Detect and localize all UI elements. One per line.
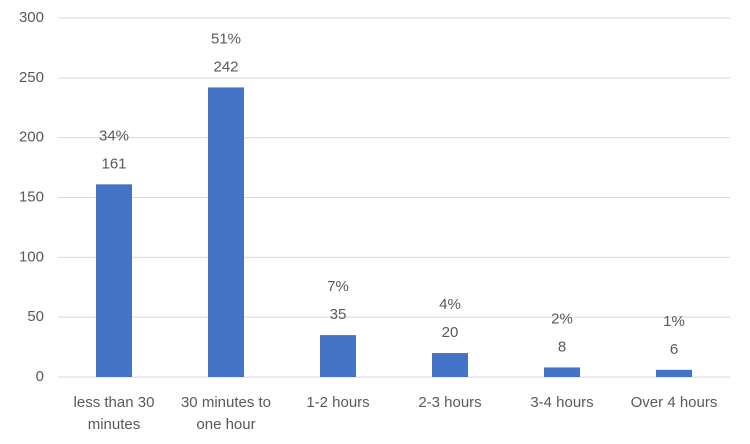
y-tick-label: 250 [19,69,44,86]
bar [320,335,356,377]
bar [96,184,132,377]
x-tick-label: 30 minutes to one hour [180,394,272,433]
percent-label: 7% [327,278,349,295]
y-tick-label: 200 [19,129,44,146]
percent-label: 4% [439,296,461,313]
y-tick-label: 150 [19,188,44,205]
value-label: 8 [558,338,566,355]
x-tick-label: 2-3 hours [418,394,482,411]
percent-label: 1% [663,313,685,330]
x-tick-label: less than 30 minutes [73,394,155,433]
value-label: 161 [101,155,126,172]
bar [208,87,244,377]
bar [656,369,692,377]
x-tick-label: 3-4 hours [530,394,594,411]
percent-label: 2% [551,310,573,327]
value-label: 20 [442,324,459,341]
x-tick-label: Over 4 hours [630,394,718,411]
value-label: 35 [330,306,347,323]
percent-label: 51% [211,30,241,47]
bar [544,367,580,377]
value-label: 6 [670,341,678,358]
y-tick-label: 300 [19,9,44,26]
value-label: 242 [213,58,238,75]
percent-label: 34% [99,127,129,144]
y-tick-label: 50 [27,308,44,325]
bar [432,353,468,377]
y-tick-label: 100 [19,248,44,265]
x-tick-label: 1-2 hours [306,394,370,411]
y-tick-label: 0 [36,368,44,385]
